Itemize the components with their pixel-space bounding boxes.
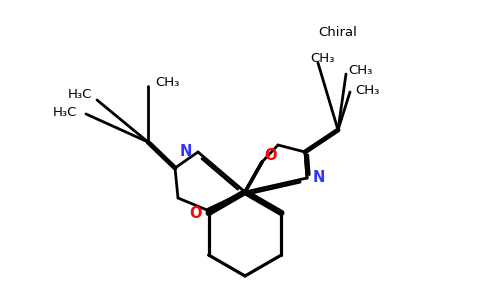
Text: Chiral: Chiral	[318, 26, 358, 38]
Text: CH₃: CH₃	[355, 83, 379, 97]
Text: H₃C: H₃C	[53, 106, 77, 118]
Text: H₃C: H₃C	[68, 88, 92, 101]
Text: O: O	[264, 148, 276, 163]
Text: O: O	[190, 206, 202, 220]
Text: N: N	[180, 145, 192, 160]
Text: CH₃: CH₃	[348, 64, 372, 76]
Text: N: N	[313, 170, 325, 185]
Text: CH₃: CH₃	[310, 52, 334, 64]
Text: CH₃: CH₃	[155, 76, 180, 88]
